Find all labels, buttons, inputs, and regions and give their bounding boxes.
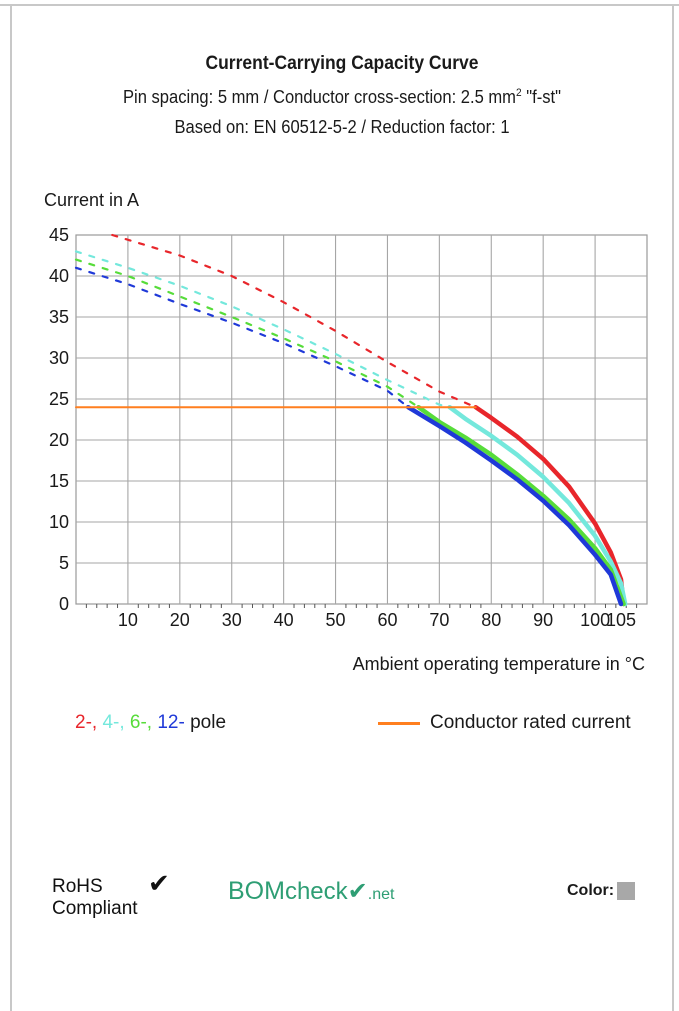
y-tick-label: 10 [49,512,69,532]
legend-pole-2: 2-, [75,712,103,733]
subtitle-spacing-suffix: "f-st" [521,87,561,107]
bom-text: BOM [228,877,285,905]
chart-header: Current-Carrying Capacity Curve Pin spac… [12,50,672,142]
y-tick-label: 30 [49,348,69,368]
rohs-line2: Compliant [52,898,138,919]
legend-pole-4: 4-, [102,712,130,733]
plot-border [75,234,648,605]
y-tick-label: 20 [49,430,69,450]
frame-left-border [10,4,12,1011]
series-6-extrapolated [74,258,420,409]
y-tick-label: 5 [59,553,69,573]
subtitle-superscript: 2 [515,87,522,99]
x-tick-label: 20 [170,610,190,630]
x-tick-label: 30 [222,610,242,630]
series-4pole-curve [447,404,628,607]
legend-pole-12: 12- [157,712,185,733]
chart-grid [75,234,648,608]
y-tick-label: 15 [49,471,69,491]
series-4-extrapolated [74,250,451,409]
series-12-extrapolated [74,266,410,409]
series-2-extrapolated [111,233,477,409]
legend-poles: 2-, 4-, 6-, 12- pole [75,710,226,736]
y-tick-label: 40 [49,266,69,286]
chart-title: Current-Carrying Capacity Curve [205,53,479,74]
legend-rated-label: Conductor rated current [430,712,631,733]
chart-subtitle-spacing: Pin spacing: 5 mm / Conductor cross-sect… [38,78,645,112]
legend-pole-list: 2-, 4-, 6-, 12- [75,712,185,733]
x-tick-label: 100 [580,610,610,630]
color-swatch [617,882,636,900]
x-tick-label: 90 [533,610,553,630]
x-tick-label: 80 [481,610,501,630]
x-axis-label: Ambient operating temperature in °C [353,654,645,674]
legend-pole-6: 6-, [129,712,158,733]
y-axis-label: Current in A [44,190,139,210]
series-12pole-curve [405,404,624,607]
series-2pole-curve [473,404,626,607]
check-text: check [284,878,348,905]
legend-rated-swatch [378,721,420,725]
x-tick-label: 70 [429,610,449,630]
y-tick-label: 35 [49,307,69,327]
series-6pole-curve [416,404,626,607]
net-text: .net [367,886,395,903]
legend-pole-suffix: pole [190,712,227,733]
chart-tick-labels: 0 5 10 15 20 25 30 35 40 45 10 20 30 40 50 60 70 80 90 1001… [49,225,636,630]
bom-check-icon: ✔ [347,878,368,905]
frame-right-border [672,4,674,1011]
x-tick-label: 10 [118,610,138,630]
chart-subtitle-standard: Based on: EN 60512-5-2 / Reduction facto… [174,117,510,137]
chart-series [74,233,628,607]
subtitle-spacing-text: Pin spacing: 5 mm / Conductor cross-sect… [122,87,516,107]
x-tick-label: 60 [377,610,397,630]
frame-top-border [0,4,679,6]
capacity-chart: 0 5 10 15 20 25 30 35 40 45 10 20 30 40 50 60 70 80 90 1001… [44,190,648,674]
rohs-badge: RoHS Compliant ✔ [52,870,170,920]
rohs-line1: RoHS [52,876,103,897]
color-label: Color: [567,882,615,899]
bomcheck-logo: BOMcheck✔.net [228,877,394,906]
y-tick-label: 25 [49,389,69,409]
color-indicator: Color: [567,882,636,900]
legend-rated-current: Conductor rated current [378,710,631,736]
y-tick-label: 0 [59,594,69,614]
x-tick-label: 50 [326,610,346,630]
x-tick-label: 105 [606,610,636,630]
x-tick-label: 40 [274,610,294,630]
checkmark-icon: ✔ [148,868,170,898]
y-tick-label: 45 [49,225,69,245]
